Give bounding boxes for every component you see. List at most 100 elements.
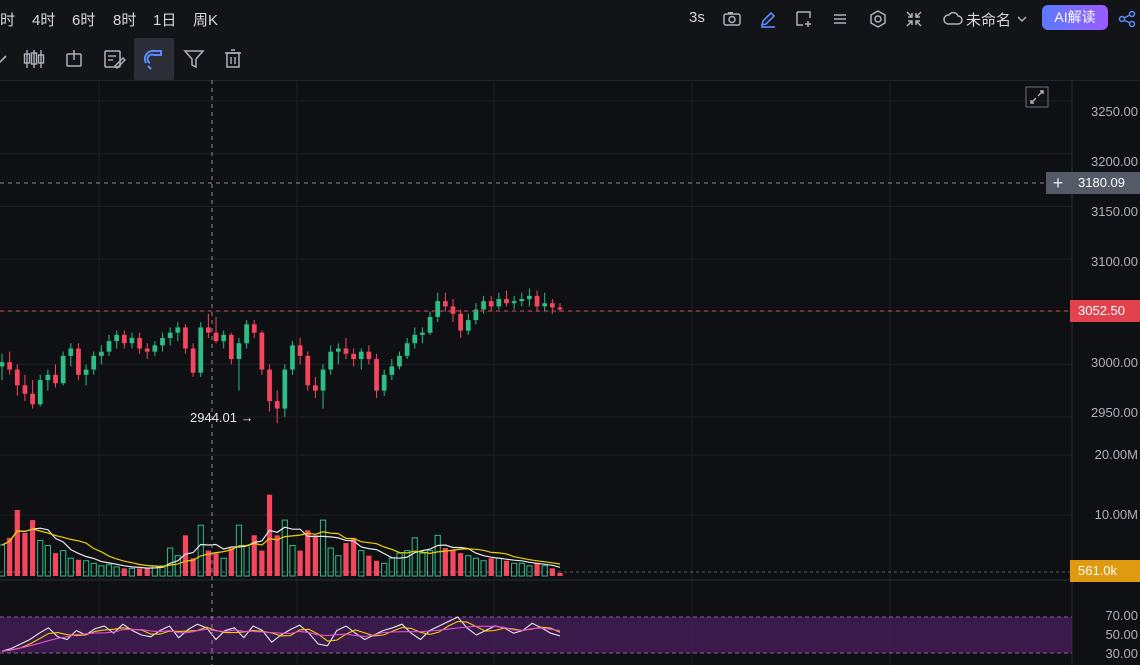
- price-tick: 3250.00: [1091, 104, 1138, 119]
- candle-body: [30, 393, 35, 405]
- candle-body: [504, 299, 509, 304]
- volume-bar: [0, 544, 6, 577]
- volume-bar: [228, 548, 234, 576]
- candle-body: [313, 385, 318, 391]
- add-window-icon[interactable]: [794, 9, 814, 29]
- filter-icon[interactable]: [181, 46, 207, 72]
- candle-body: [358, 351, 364, 360]
- volume-bar: [82, 560, 90, 577]
- volume-bar: [14, 509, 20, 576]
- volume-bar: [343, 542, 349, 576]
- line-tool-icon[interactable]: [0, 46, 20, 72]
- candle-body: [458, 313, 463, 331]
- volume-bar: [182, 535, 189, 576]
- volume-bar: [480, 560, 487, 577]
- candle-body: [14, 369, 20, 386]
- refresh-interval[interactable]: 3s: [689, 9, 705, 26]
- list-icon[interactable]: [830, 9, 850, 29]
- volume-bar: [458, 553, 464, 576]
- add-alert-button[interactable]: +: [1046, 172, 1070, 194]
- volume-bar: [305, 530, 311, 576]
- timeframe-6h[interactable]: 6时: [72, 12, 96, 29]
- collapse-icon[interactable]: [904, 9, 924, 29]
- volume-bar: [113, 566, 120, 577]
- candle-body: [160, 337, 165, 346]
- last-price-tag: 3052.50: [1070, 300, 1140, 322]
- volume-bar: [396, 552, 403, 577]
- rsi-band-fill: [0, 617, 1072, 653]
- timeframe-1d[interactable]: 1日: [153, 12, 177, 29]
- share-icon[interactable]: [1117, 9, 1137, 29]
- volume-bar: [511, 562, 518, 577]
- volume-bar: [450, 550, 456, 576]
- candle-body: [99, 351, 104, 356]
- volume-bar: [351, 537, 357, 576]
- timeframe-1w[interactable]: 周K: [193, 12, 219, 29]
- volume-bar: [419, 552, 426, 577]
- volume-bar: [29, 520, 36, 576]
- volume-ma-line: [1, 526, 561, 569]
- crosshair-price-tag: 3180.09: [1070, 172, 1140, 194]
- low-price-marker: 2944.01 →: [190, 410, 254, 425]
- candle-body: [53, 374, 58, 384]
- volume-bar: [289, 545, 296, 577]
- rsi-line: [1, 625, 561, 652]
- timeframe-8h[interactable]: 8时: [113, 12, 137, 29]
- last-volume-tag: 561.0k: [1070, 560, 1140, 582]
- volume-bar: [174, 555, 181, 577]
- candle-body: [335, 348, 341, 352]
- volume-bar: [381, 562, 388, 577]
- volume-bar: [297, 550, 303, 576]
- volume-bar: [44, 545, 51, 577]
- chevron-down-icon[interactable]: [1015, 9, 1029, 29]
- candle-body: [213, 332, 219, 342]
- candle-body: [175, 327, 181, 333]
- layout-name-dropdown[interactable]: 未命名: [966, 12, 1012, 29]
- candle-body: [389, 366, 395, 375]
- edit-note-icon[interactable]: [101, 46, 127, 72]
- candlestick-icon[interactable]: [21, 46, 47, 72]
- candle-body: [274, 401, 280, 409]
- timeframe-4h[interactable]: 4时: [32, 12, 56, 29]
- volume-bar: [197, 524, 204, 577]
- trash-icon[interactable]: [220, 46, 246, 72]
- rsi-band: [0, 616, 1072, 654]
- candle-body: [106, 341, 112, 352]
- drawing-toolbar: [0, 38, 1140, 81]
- candle-body: [412, 334, 418, 344]
- pencil-icon[interactable]: [758, 9, 778, 29]
- ai-interpret-button[interactable]: AI解读: [1042, 5, 1108, 30]
- volume-bar: [37, 539, 44, 577]
- candle-body: [228, 334, 234, 360]
- candle-body: [114, 334, 120, 342]
- volume-bar: [22, 532, 28, 576]
- candle-body: [297, 345, 303, 356]
- rsi-lines: [1, 616, 561, 652]
- volume-bar: [319, 519, 327, 577]
- volume-bar: [503, 560, 510, 576]
- chart-grid: [0, 80, 1140, 665]
- price-tick: 3200.00: [1091, 154, 1138, 169]
- price-tick: 3000.00: [1091, 355, 1138, 370]
- volume-bar: [105, 564, 113, 577]
- magnet-icon[interactable]: [134, 38, 174, 80]
- indicator-icon[interactable]: [61, 46, 87, 72]
- candle-body: [144, 348, 150, 352]
- fullscreen-icon[interactable]: [1025, 86, 1049, 108]
- candle-body: [121, 334, 127, 344]
- volume-bar: [404, 550, 411, 577]
- candle-body: [519, 299, 525, 302]
- volume-bar: [98, 565, 105, 577]
- arrow-right-icon: →: [240, 410, 254, 425]
- volume-bar: [251, 535, 257, 576]
- timeframe-1h[interactable]: 时: [0, 12, 16, 29]
- settings-icon[interactable]: [868, 9, 888, 29]
- camera-icon[interactable]: [722, 9, 742, 29]
- candle-body: [374, 359, 379, 391]
- candle-body: [251, 324, 257, 333]
- candle-body: [0, 362, 5, 367]
- candle-body: [37, 380, 43, 405]
- volume-bar: [235, 524, 243, 577]
- cloud-icon: [943, 11, 963, 25]
